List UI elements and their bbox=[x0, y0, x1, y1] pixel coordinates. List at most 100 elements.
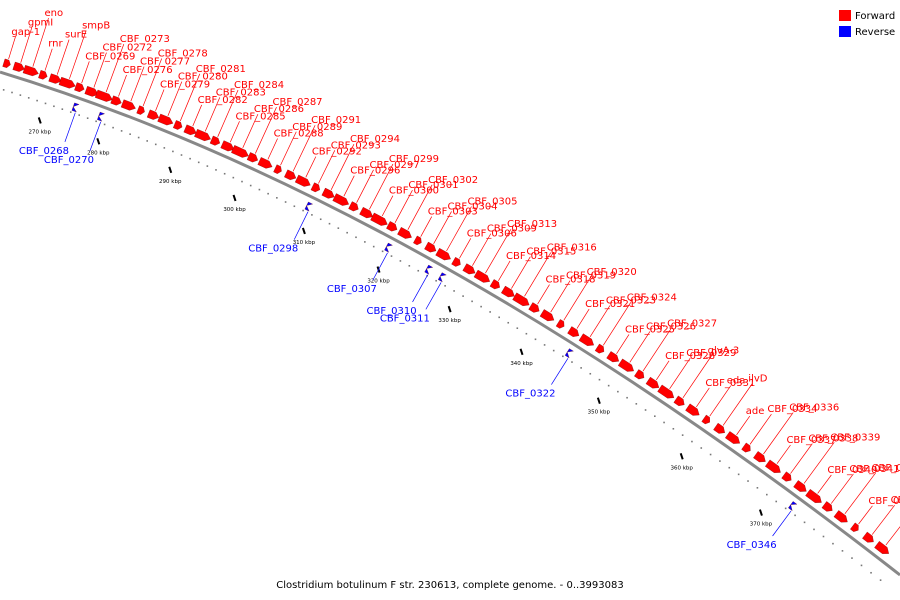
gene-leader-line bbox=[217, 89, 239, 137]
minor-tick bbox=[489, 311, 491, 313]
gene-arrow-forward bbox=[397, 227, 412, 239]
minor-tick bbox=[813, 528, 815, 531]
minor-tick bbox=[53, 105, 55, 108]
gene-leader-line bbox=[763, 412, 794, 455]
gene-label-forward: CBF_0300 bbox=[389, 186, 439, 197]
minor-tick bbox=[580, 367, 582, 369]
minor-tick bbox=[663, 421, 665, 424]
gene-leader-line bbox=[305, 156, 317, 178]
gene-leader-line bbox=[81, 61, 90, 84]
gene-leader-line bbox=[8, 36, 16, 60]
gene-arrow-forward bbox=[578, 333, 594, 346]
gene-arrow-forward bbox=[473, 269, 491, 283]
minor-tick bbox=[700, 447, 703, 449]
gene-arrow-forward bbox=[172, 120, 183, 130]
gene-leader-line bbox=[229, 121, 240, 143]
gene-label-forward: CBF_0288 bbox=[274, 128, 324, 139]
gene-arrow-forward bbox=[701, 414, 710, 425]
gene-arrow-forward bbox=[874, 541, 889, 554]
gene-arrow-forward bbox=[321, 187, 335, 199]
gene-leader-line bbox=[394, 190, 413, 223]
gene-label-forward: CBF_0291 bbox=[311, 115, 361, 126]
gene-leader-line bbox=[118, 74, 127, 97]
minor-tick bbox=[215, 169, 217, 171]
legend: Forward Reverse bbox=[839, 10, 895, 38]
gene-leader-line bbox=[616, 334, 630, 354]
gene-label-forward: CBF_0325 bbox=[625, 324, 675, 335]
gene-arrow-forward bbox=[594, 343, 605, 354]
minor-tick bbox=[480, 305, 482, 308]
minor-tick bbox=[709, 453, 712, 456]
gene-arrow-forward bbox=[528, 302, 540, 313]
minor-tick bbox=[61, 108, 64, 110]
gene-leader-line bbox=[472, 233, 492, 266]
gene-label-forward: CBF_0336 bbox=[789, 403, 839, 414]
gene-arrow-forward bbox=[606, 351, 620, 363]
gene-leader-line bbox=[696, 387, 710, 408]
minor-tick bbox=[737, 473, 740, 476]
gene-label-forward: CBF_0334 bbox=[767, 404, 817, 415]
gene-leader-line bbox=[803, 442, 835, 484]
gene-arrow-forward bbox=[781, 471, 792, 482]
minor-tick bbox=[154, 143, 157, 146]
gene-arrow-forward bbox=[183, 124, 197, 136]
minor-tick bbox=[822, 535, 825, 538]
gene-arrow-forward bbox=[685, 403, 700, 416]
gene-leader-line bbox=[603, 302, 632, 346]
minor-tick bbox=[435, 279, 437, 282]
gene-label-forward: CBF_0269 bbox=[85, 51, 135, 62]
gene-leader-line bbox=[192, 104, 203, 127]
gene-leader-line bbox=[242, 113, 259, 149]
gene-arrow-forward bbox=[332, 193, 349, 206]
minor-tick bbox=[562, 355, 564, 358]
minor-tick bbox=[635, 403, 638, 405]
gene-label-reverse: CBF_0268 bbox=[19, 146, 69, 157]
gene-arrow-forward bbox=[567, 326, 580, 337]
minor-tick bbox=[11, 91, 13, 94]
minor-tick bbox=[163, 147, 166, 149]
gene-leader-line bbox=[524, 252, 552, 297]
legend-label-forward: Forward bbox=[855, 11, 895, 22]
minor-tick bbox=[197, 161, 200, 164]
gene-leader-line bbox=[722, 383, 753, 426]
gene-label-forward: CBF_0281 bbox=[196, 64, 246, 75]
minor-tick bbox=[719, 460, 721, 462]
gene-arrow-forward bbox=[370, 212, 388, 226]
gene-arrow-forward bbox=[862, 531, 874, 543]
gene-arrow-forward bbox=[194, 128, 211, 142]
minor-tick bbox=[408, 265, 411, 267]
gene-label-forward: CBF_0304 bbox=[448, 201, 498, 212]
minor-tick bbox=[27, 97, 30, 99]
gene-leader-line bbox=[776, 444, 791, 464]
gene-label-forward: CBF_0276 bbox=[123, 65, 173, 76]
minor-tick bbox=[589, 372, 592, 375]
gene-label-reverse: CBF_0346 bbox=[727, 540, 777, 551]
gene-label-forward: CBF_0331 bbox=[705, 378, 755, 389]
minor-tick bbox=[832, 542, 834, 545]
minor-tick bbox=[284, 201, 287, 203]
gene-label-forward: ilvD bbox=[748, 374, 767, 385]
gene-label-forward: CBF_0326 bbox=[646, 321, 696, 332]
gene-arrow-reverse bbox=[384, 242, 393, 253]
legend-swatch-forward bbox=[839, 10, 851, 21]
minor-tick bbox=[189, 157, 191, 160]
gene-leader-line bbox=[642, 328, 672, 372]
minor-tick bbox=[417, 269, 420, 272]
gene-leader-line bbox=[20, 27, 33, 63]
major-tick bbox=[758, 509, 763, 516]
minor-tick bbox=[19, 94, 22, 96]
gene-arrow-forward bbox=[725, 431, 741, 444]
gene-leader-line bbox=[858, 505, 873, 525]
minor-tick bbox=[86, 117, 89, 119]
gene-label-reverse: CBF_0307 bbox=[327, 284, 377, 295]
minor-tick bbox=[681, 434, 684, 436]
gene-leader-line bbox=[485, 228, 512, 274]
gene-leader-line bbox=[817, 474, 832, 494]
gene-leader-line bbox=[44, 48, 53, 71]
gene-leader-line bbox=[93, 52, 107, 88]
minor-tick bbox=[355, 236, 357, 239]
gene-arrow-forward bbox=[220, 140, 235, 152]
gene-arrow-reverse bbox=[564, 348, 574, 359]
minor-tick bbox=[337, 227, 340, 229]
gene-arrow-forward bbox=[74, 82, 85, 93]
